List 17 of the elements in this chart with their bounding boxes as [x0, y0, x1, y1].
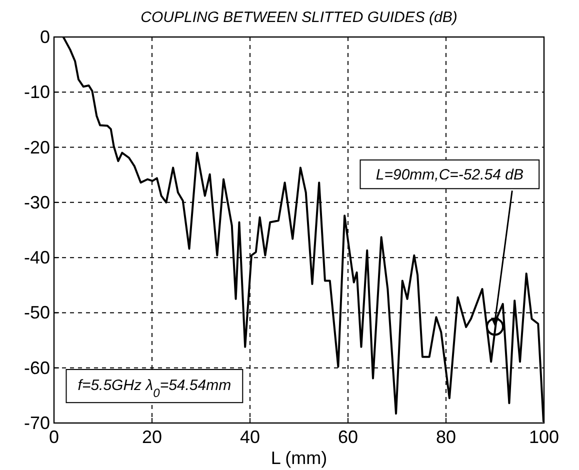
y-tick-label: -50: [24, 302, 50, 323]
y-tick-label: 0: [40, 27, 50, 47]
chart-title: COUPLING BETWEEN SLITTED GUIDES (dB): [140, 9, 458, 26]
y-tick-label: -10: [24, 82, 50, 102]
annotation: f=5.5GHz λ$_{0}$=54.54mm: [78, 377, 232, 400]
y-tick-label: -60: [24, 358, 50, 378]
x-tick-label: 80: [436, 427, 456, 447]
annotation: L=90mm,C=-52.54 dB: [376, 166, 524, 184]
x-axis-title: L (mm): [270, 448, 328, 468]
y-tick-label: -30: [24, 192, 50, 212]
y-tick-label: -70: [24, 413, 50, 433]
y-tick-label: -20: [24, 137, 50, 158]
y-tick-label: -40: [24, 248, 50, 268]
x-tick-label: 100: [528, 427, 560, 447]
x-tick-label: 20: [142, 427, 162, 447]
x-tick-label: 40: [240, 427, 260, 447]
x-tick-label: 60: [338, 427, 358, 447]
